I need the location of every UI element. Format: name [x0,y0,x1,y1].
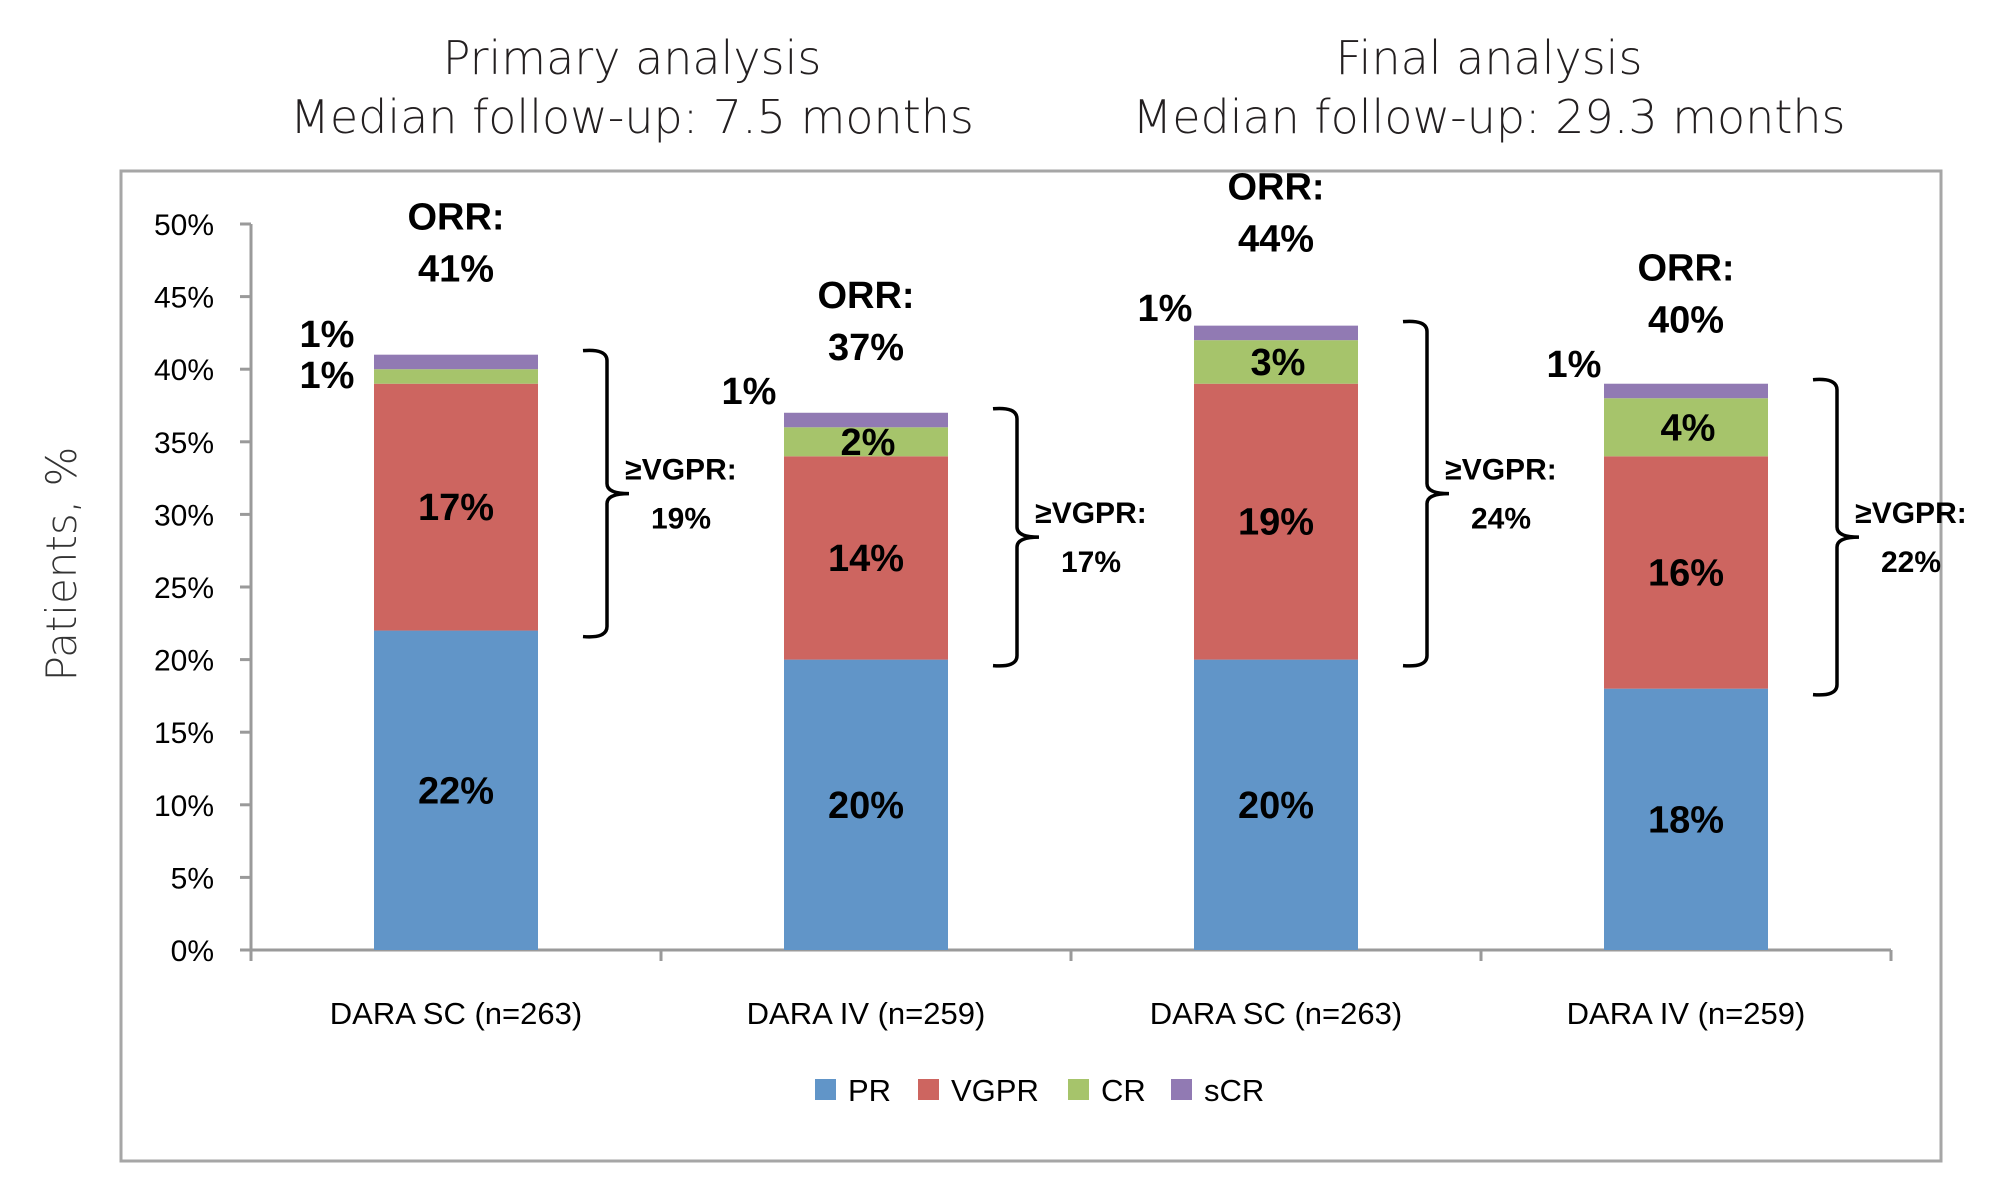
bar-segment-pr [784,659,948,950]
y-tick-label: 35% [154,427,214,460]
segment-label-vgpr: 16% [1648,552,1724,594]
bar-segment-vgpr [374,383,538,631]
legend-swatch [815,1079,836,1100]
brackets: ≥VGPR: 19% ≥VGPR: 17% ≥VGPR: 24% ≥VGPR: 22% [582,319,1967,697]
bar-segment-cr [784,427,948,457]
legend-label: PR [848,1073,891,1108]
segment-label-cr: 1% [300,355,355,397]
segment-label-pr: 18% [1648,799,1724,841]
vgpr-label: ≥VGPR: [625,454,736,487]
bar-segment-scr [374,354,538,370]
legend-swatch [1171,1079,1192,1100]
legend-item-vgpr[interactable]: VGPR [918,1073,1039,1108]
chart-frame [119,169,1943,1163]
legend-swatch [918,1079,939,1100]
bar-segment-cr [1604,398,1768,457]
y-tick-label: 30% [154,499,214,532]
x-tick-label: DARA IV (n=259) [747,996,986,1031]
bar-segment-pr [1604,688,1768,950]
orr-label: ORR: [1227,167,1324,209]
vgpr-bracket [992,406,1040,668]
bar-segment-cr [374,369,538,384]
segment-label-pr: 20% [1238,785,1314,827]
orr-label: ORR: [817,275,914,317]
orr-value: 37% [828,327,904,369]
bar-segment-scr [1604,383,1768,399]
segment-label-scr: 1% [722,371,777,413]
x-tick-label: DARA SC (n=263) [1150,996,1402,1031]
legend[interactable]: PR VGPR CR sCR [815,1073,1264,1108]
segment-label-pr: 22% [418,770,494,812]
y-tick-label: 25% [154,572,214,605]
vgpr-label: ≥VGPR: [1035,497,1146,530]
bar-segment-scr [784,412,948,428]
y-tick-label: 0% [171,935,214,968]
orr-label: ORR: [407,197,504,239]
segment-label-scr: 1% [300,314,355,356]
vgpr-label: ≥VGPR: [1445,454,1556,487]
vgpr-value: 24% [1471,503,1531,536]
orr-label: ORR: [1637,248,1734,290]
bar-segment-scr [1194,325,1358,341]
y-tick-label: 5% [171,862,214,895]
labels: 22%17%20%14%20%19%18%16%2%3%4%1%1% 1%1%1%… [300,167,1735,842]
vgpr-value: 17% [1061,546,1121,579]
vgpr-value: 19% [651,503,711,536]
y-tick-label: 45% [154,282,214,315]
vgpr-bracket [1402,319,1450,668]
orr-value: 41% [418,249,494,291]
bar-segment-vgpr [1194,383,1358,660]
x-tick-label: DARA SC (n=263) [330,996,582,1031]
bar-segment-vgpr [1604,456,1768,689]
legend-swatch [1068,1079,1089,1100]
segment-label-vgpr: 19% [1238,502,1314,544]
legend-label: VGPR [951,1073,1039,1108]
bar-segment-pr [374,630,538,950]
segment-label-scr: 1% [1547,344,1602,386]
bar-segment-vgpr [784,456,948,660]
primary-analysis-title: Primary analysis [443,31,822,85]
axes: 0% 5% 10% 15% 20% 25% 30% 35% 40% 45% 50% DARA SC (… [154,209,1893,1031]
segment-label-cr: 2% [841,422,896,464]
y-tick-label: 40% [154,354,214,387]
segment-label-cr: 4% [1661,407,1716,449]
final-analysis-subtitle: Median follow-up: 29.3 months [1133,90,1846,144]
bar-segment-pr [1194,659,1358,950]
orr-value: 40% [1648,300,1724,342]
y-axis-label: Patients, % [37,447,86,682]
vgpr-bracket [1812,377,1860,697]
segment-label-scr: 1% [1138,288,1193,330]
segment-label-cr: 3% [1251,342,1306,384]
vgpr-label: ≥VGPR: [1855,497,1966,530]
segment-label-vgpr: 17% [418,487,494,529]
segment-label-vgpr: 14% [828,538,904,580]
final-analysis-title: Final analysis [1336,31,1643,85]
segment-label-pr: 20% [828,785,904,827]
bar-segment-cr [1194,340,1358,384]
vgpr-bracket [582,348,630,639]
y-tick-label: 20% [154,645,214,678]
vgpr-value: 22% [1881,546,1941,579]
legend-label: CR [1101,1073,1146,1108]
bars [374,325,1768,950]
legend-label: sCR [1204,1073,1264,1108]
primary-analysis-subtitle: Median follow-up: 7.5 months [290,90,974,144]
x-tick-label: DARA IV (n=259) [1567,996,1806,1031]
orr-value: 44% [1238,219,1314,261]
legend-item-pr[interactable]: PR [815,1073,891,1108]
y-tick-label: 10% [154,790,214,823]
y-tick-label: 50% [154,209,214,242]
legend-item-cr[interactable]: CR [1068,1073,1146,1108]
legend-item-scr[interactable]: sCR [1171,1073,1264,1108]
y-tick-label: 15% [154,717,214,750]
